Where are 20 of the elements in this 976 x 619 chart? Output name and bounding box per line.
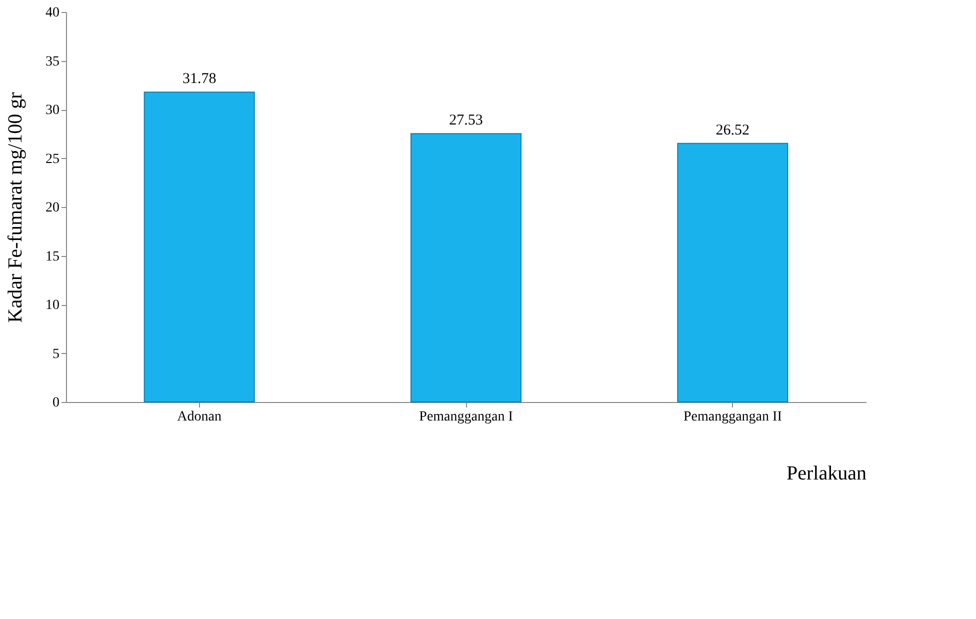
data-label: 31.78: [182, 71, 216, 88]
y-tick-label: 20: [46, 200, 60, 216]
data-label: 27.53: [449, 112, 483, 129]
y-tick-label: 10: [46, 298, 60, 313]
bar: [144, 92, 255, 402]
y-tick-label: 35: [46, 54, 60, 70]
y-tick-label: 25: [46, 152, 60, 167]
y-tick-label: 15: [46, 249, 60, 264]
y-tick-label: 5: [52, 346, 60, 362]
x-tick-label: Pemanggangan II: [683, 410, 782, 424]
data-label: 26.52: [716, 122, 750, 138]
x-axis-title: Perlakuan: [786, 462, 866, 484]
bar: [410, 133, 522, 402]
bar: [677, 142, 788, 402]
x-tick-label: Adonan: [177, 410, 222, 424]
y-tick-label: 40: [46, 6, 60, 20]
y-tick-label: 0: [52, 396, 60, 410]
y-tick-label: 30: [46, 103, 60, 118]
y-axis-title: Kadar Fe-fumarat mg/100 gr: [4, 92, 26, 323]
x-tick-label: Pemanggangan I: [419, 410, 514, 424]
